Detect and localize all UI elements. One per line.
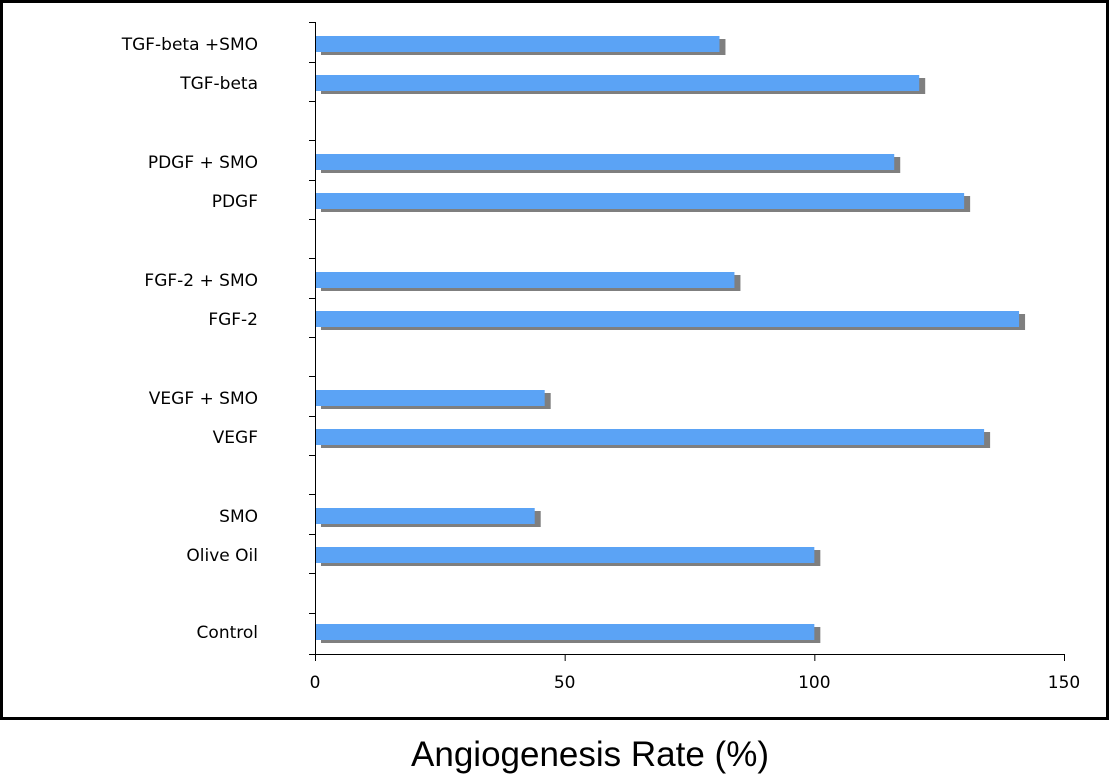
bar	[315, 36, 720, 52]
x-tick-label: 0	[310, 673, 321, 693]
category-label: PDGF + SMO	[148, 153, 258, 173]
bar	[315, 390, 545, 406]
x-tick-label: 100	[798, 673, 830, 693]
category-label: SMO	[219, 507, 258, 527]
chart-border	[0, 0, 1109, 720]
category-label: TGF-beta	[179, 74, 258, 94]
bar	[315, 547, 815, 563]
category-label: Olive Oil	[186, 546, 258, 566]
bar	[315, 311, 1020, 327]
x-tick-label: 50	[554, 673, 576, 693]
category-label: FGF-2 + SMO	[144, 271, 258, 291]
bar	[315, 193, 965, 209]
bar	[315, 624, 815, 640]
category-label: FGF-2	[208, 310, 258, 330]
category-label: TGF-beta +SMO	[121, 35, 258, 55]
category-label: VEGF	[213, 428, 258, 448]
category-label: VEGF + SMO	[149, 389, 258, 409]
bar	[315, 272, 735, 288]
x-tick-label: 150	[1048, 673, 1080, 693]
bar	[315, 75, 920, 91]
bar	[315, 508, 535, 524]
category-label: PDGF	[212, 192, 258, 212]
x-axis-title: Angiogenesis Rate (%)	[411, 735, 769, 774]
category-label: Control	[197, 623, 258, 643]
bar	[315, 154, 895, 170]
bar	[315, 429, 985, 445]
